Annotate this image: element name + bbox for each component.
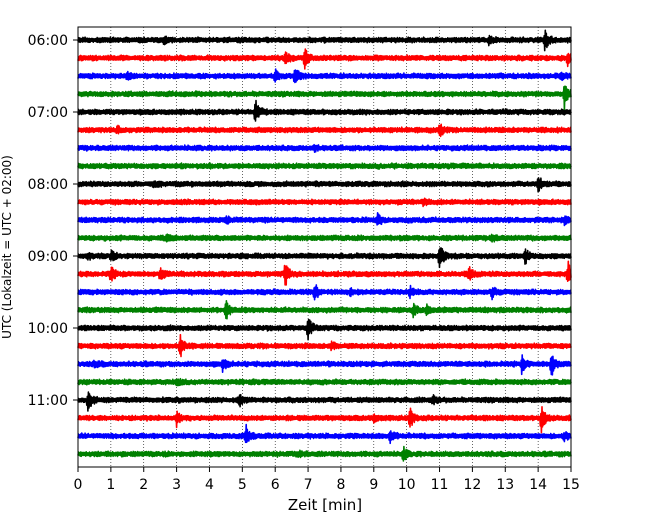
trace-0745 xyxy=(77,162,572,170)
y-tick-label: 09:00 xyxy=(28,249,68,265)
x-tick-label: 15 xyxy=(562,477,580,493)
y-tick-label: 06:00 xyxy=(28,33,68,49)
y-axis-ticks: 06:00 07:00 08:00 09:00 10:00 11:00 xyxy=(28,33,78,409)
x-tick-label: 6 xyxy=(271,477,280,493)
trace-1030 xyxy=(77,354,572,376)
trace-0915 xyxy=(77,260,572,286)
trace-0700 xyxy=(77,99,572,122)
trace-1045 xyxy=(77,377,572,387)
trace-0730 xyxy=(77,143,572,153)
trace-0600 xyxy=(77,29,572,52)
trace-1130 xyxy=(77,423,572,445)
trace-0930 xyxy=(77,284,572,301)
trace-1100 xyxy=(77,391,572,412)
trace-0630 xyxy=(77,68,572,84)
trace-0900 xyxy=(77,247,572,269)
trace-0800 xyxy=(77,177,572,193)
trace-1000 xyxy=(77,318,572,341)
x-tick-label: 10 xyxy=(398,477,416,493)
x-tick-label: 13 xyxy=(496,477,514,493)
trace-0845 xyxy=(77,233,572,243)
x-tick-label: 12 xyxy=(463,477,481,493)
x-tick-label: 0 xyxy=(74,477,83,493)
x-tick-label: 5 xyxy=(238,477,247,493)
x-axis-label: Zeit [min] xyxy=(288,496,362,514)
trace-0615 xyxy=(77,48,572,70)
trace-0830 xyxy=(77,212,572,227)
x-tick-label: 2 xyxy=(139,477,148,493)
x-tick-label: 9 xyxy=(369,477,378,493)
seismic-traces xyxy=(77,29,572,462)
y-tick-label: 07:00 xyxy=(28,105,68,121)
x-axis-ticks: 0 1 2 3 4 5 6 7 8 9 10 11 12 13 14 15 xyxy=(74,467,580,493)
trace-0815 xyxy=(77,197,572,208)
x-tick-label: 4 xyxy=(205,477,214,493)
y-tick-label: 11:00 xyxy=(28,393,68,409)
y-axis-label: UTC (Lokalzeit = UTC + 02:00) xyxy=(0,155,14,339)
y-tick-label: 08:00 xyxy=(28,177,68,193)
x-tick-label: 14 xyxy=(529,477,547,493)
trace-1145 xyxy=(77,445,572,462)
trace-1015 xyxy=(77,333,572,358)
x-tick-label: 11 xyxy=(431,477,449,493)
x-tick-label: 1 xyxy=(106,477,115,493)
x-tick-label: 8 xyxy=(336,477,345,493)
x-tick-label: 7 xyxy=(304,477,313,493)
trace-0645 xyxy=(77,85,572,112)
y-tick-label: 10:00 xyxy=(28,321,68,337)
trace-1115 xyxy=(77,406,572,434)
plot-frame xyxy=(77,26,572,468)
vertical-gridlines xyxy=(110,27,539,467)
trace-0715 xyxy=(77,123,572,138)
x-tick-label: 3 xyxy=(172,477,181,493)
trace-0945 xyxy=(77,300,572,320)
